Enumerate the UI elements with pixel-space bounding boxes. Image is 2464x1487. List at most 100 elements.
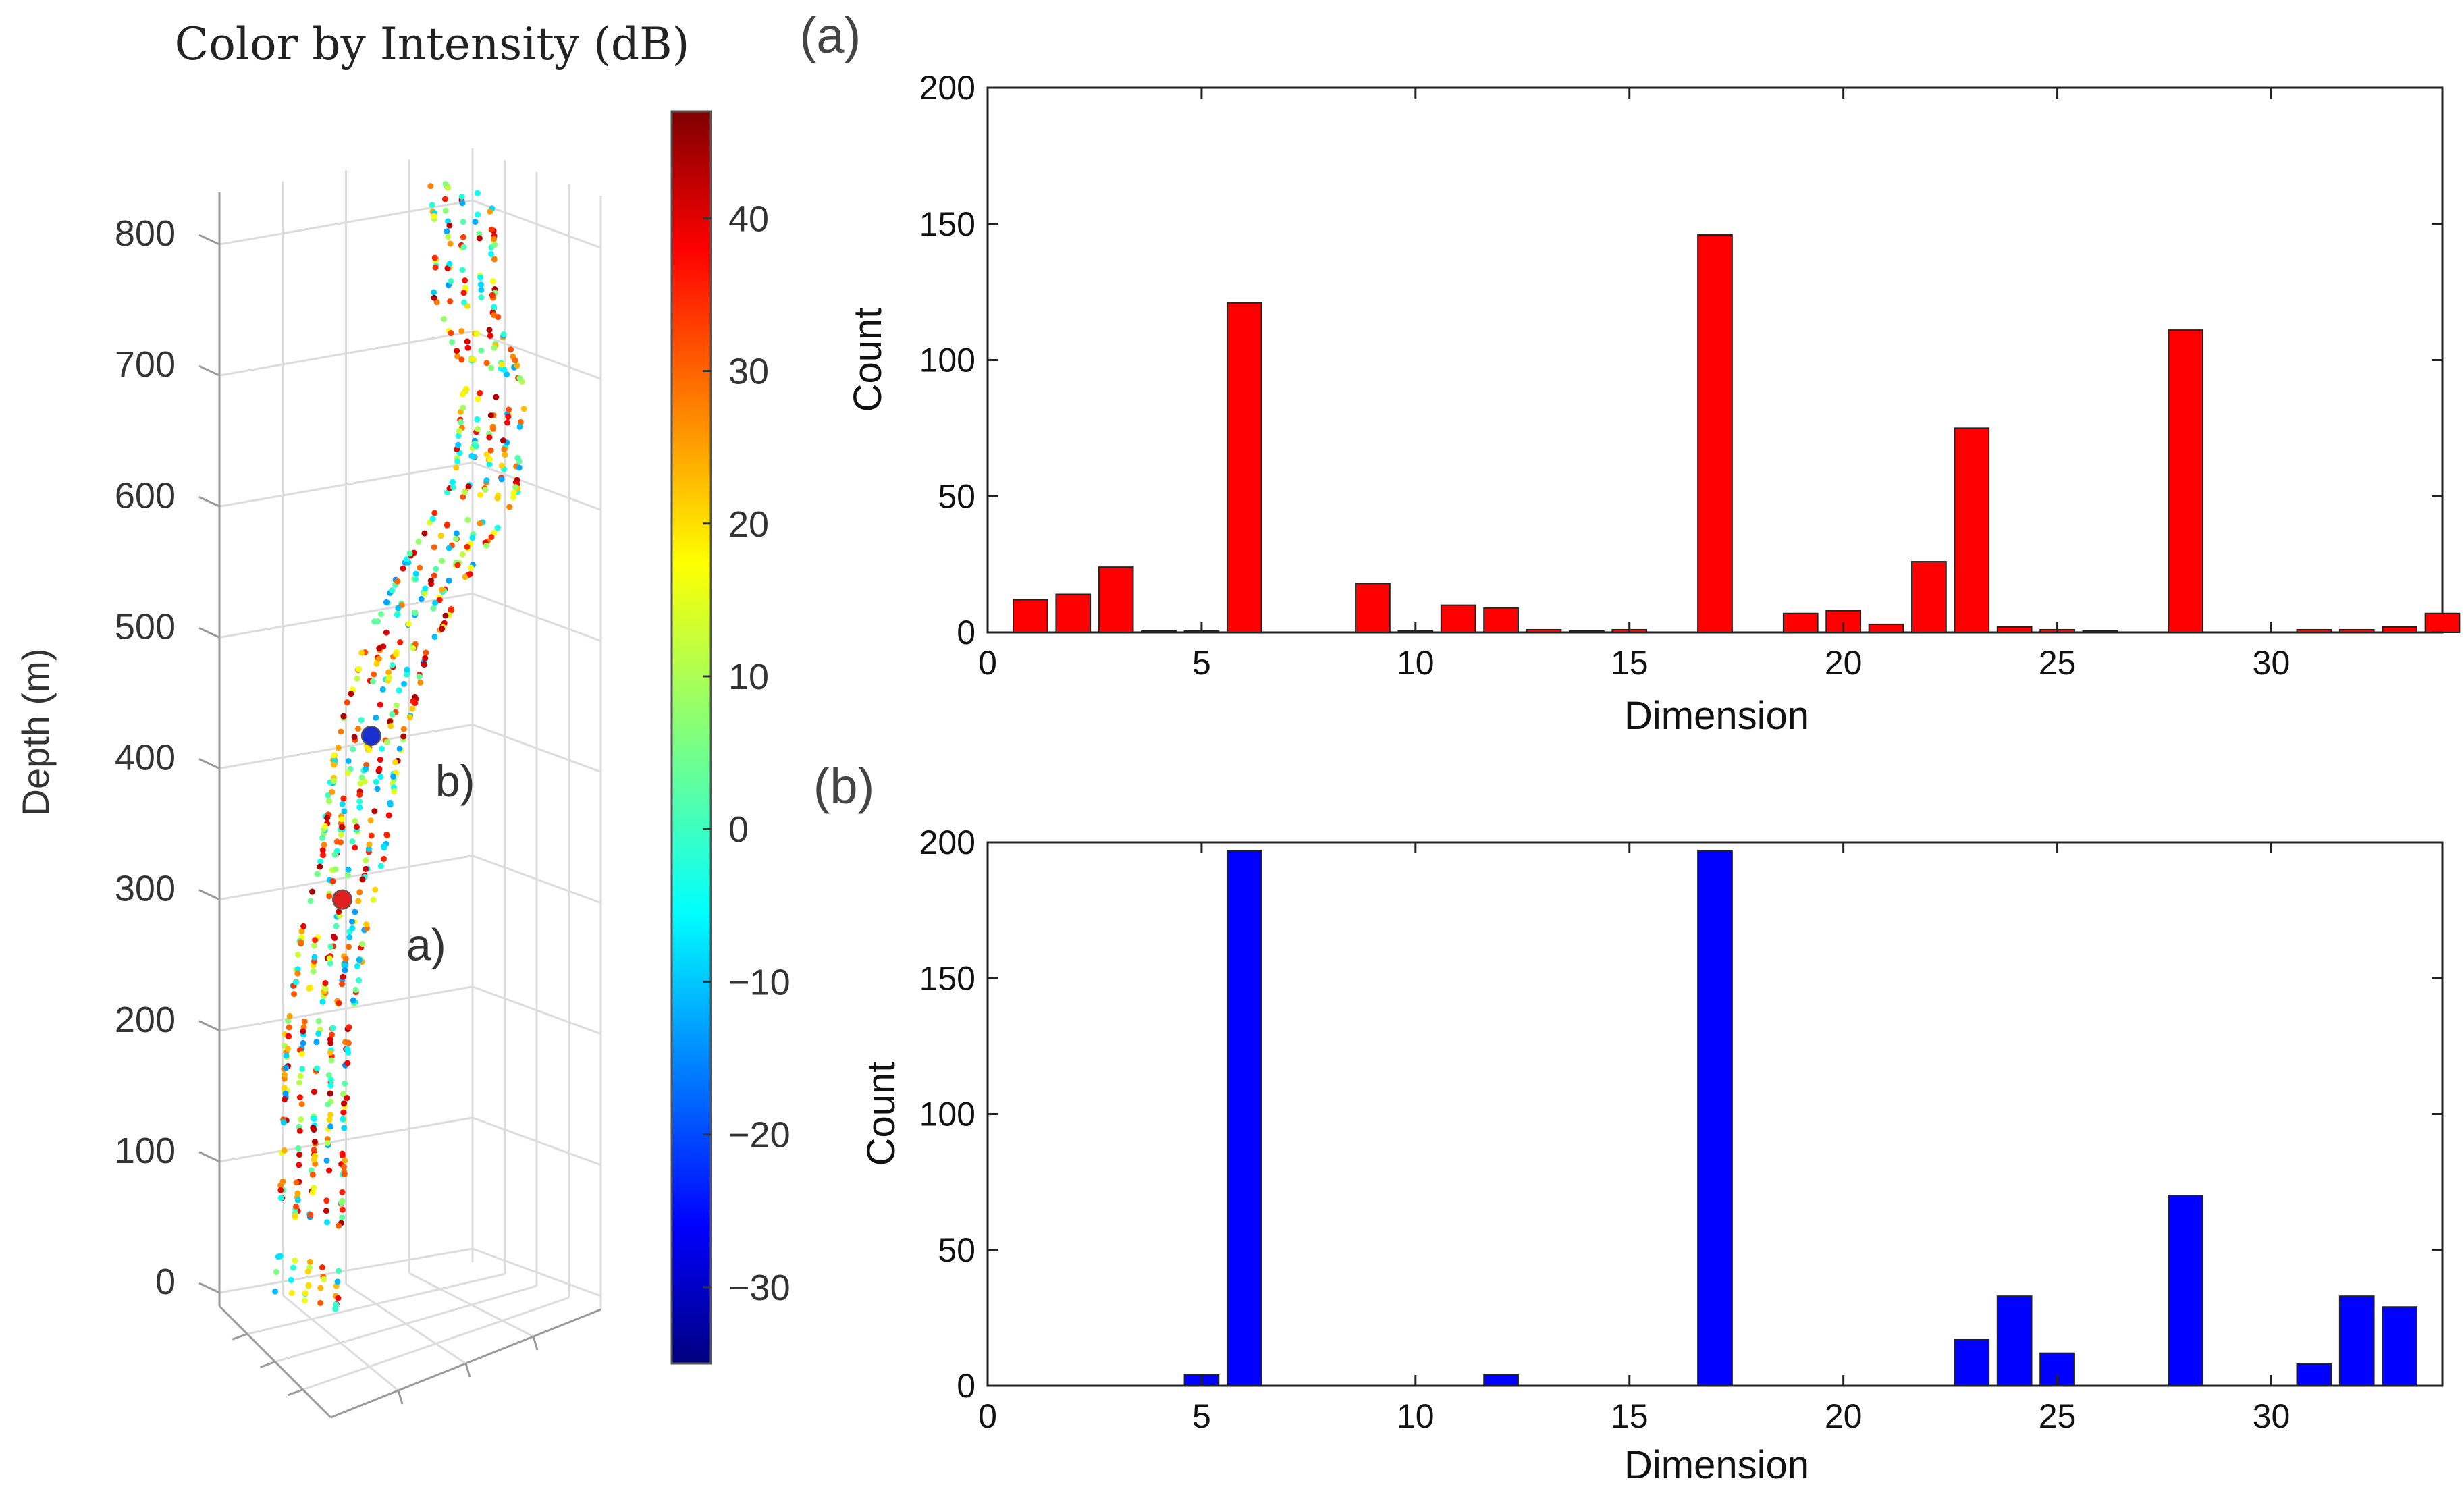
scatter-point — [378, 611, 385, 618]
scatter-point — [346, 1024, 352, 1031]
colorbar-tick-label: 30 — [728, 352, 769, 392]
scatter-point — [284, 1046, 291, 1052]
y-tick-label: 50 — [938, 1231, 975, 1269]
scatter-point — [371, 671, 377, 678]
bar-a-dim-17 — [1697, 234, 1733, 633]
scatter-point — [512, 357, 518, 364]
scatter-point — [468, 564, 475, 571]
scatter-point — [383, 599, 390, 605]
depth-tick-label: 600 — [115, 475, 176, 516]
scatter-point — [416, 673, 423, 680]
scatter-point — [356, 977, 363, 983]
bar-a-dim-26 — [2082, 630, 2118, 633]
scatter-point — [468, 452, 475, 459]
grid-line — [219, 1116, 473, 1163]
scatter-point — [456, 427, 462, 434]
grid-line — [219, 592, 473, 639]
scatter-point — [339, 801, 346, 807]
scatter-point — [459, 551, 466, 558]
scatter-point — [454, 353, 461, 360]
depth-tick — [198, 889, 220, 901]
colorbar-tick-label: 40 — [728, 198, 769, 239]
scatter-point — [387, 723, 394, 730]
scatter-point — [512, 483, 518, 490]
scatter-point — [516, 464, 523, 471]
scatter-point — [371, 808, 378, 815]
depth-tick-label: 500 — [115, 606, 176, 647]
scatter-point — [373, 778, 379, 785]
scatter-point — [346, 944, 352, 950]
scatter-point — [294, 966, 301, 973]
scatter-point — [351, 734, 358, 740]
depth-tick — [198, 1020, 220, 1032]
scatter-point — [295, 1145, 302, 1152]
scatter-point — [500, 437, 506, 444]
scatter-point — [356, 804, 363, 811]
scatter-point — [294, 1190, 301, 1197]
scatter-point — [350, 746, 356, 753]
scatter-point — [328, 1057, 335, 1064]
scatter-point — [331, 752, 338, 759]
grid-line — [408, 1272, 534, 1338]
scatter-point — [436, 597, 443, 603]
scatter-point — [383, 629, 390, 636]
bar-a-dim-33 — [2382, 626, 2417, 633]
grid-line — [302, 1297, 569, 1391]
scatter-point — [505, 414, 512, 421]
scatter-point — [377, 863, 384, 869]
scatter3d-axis-lines — [198, 192, 601, 1419]
scatter-point — [349, 925, 356, 931]
scatter-point — [454, 458, 461, 465]
scatter-point — [340, 1091, 347, 1098]
scatter-point — [448, 605, 454, 612]
scatter-point — [412, 570, 419, 577]
marker-point — [332, 889, 352, 910]
scatter-point — [339, 1197, 346, 1204]
grid-line — [219, 1247, 473, 1294]
scatter-point — [329, 877, 336, 884]
scatter-point — [319, 998, 326, 1005]
scatter-point — [431, 572, 437, 579]
x-tick-label: 15 — [1611, 644, 1649, 682]
scatter-point — [490, 312, 497, 319]
scatter-point — [385, 812, 392, 819]
grid-line — [472, 985, 601, 1035]
scatter-point — [345, 1039, 352, 1046]
scatter-point — [421, 530, 428, 537]
scatter-point — [373, 714, 379, 721]
scatter-point — [404, 666, 410, 673]
depth-tick — [198, 627, 220, 639]
bar-a-dim-28 — [2168, 329, 2204, 633]
scatter-point — [409, 705, 416, 712]
scatter-point — [394, 578, 401, 585]
scatter-point — [322, 980, 329, 987]
scatter-point — [446, 222, 453, 229]
scatter-point — [516, 423, 523, 430]
scatter-point — [296, 1152, 303, 1158]
scatter-point — [288, 1276, 294, 1283]
scatter-point — [327, 960, 333, 967]
scatter-point — [298, 939, 304, 946]
scatter-point — [491, 242, 498, 248]
scatter-point — [344, 769, 351, 776]
scatter-point — [483, 477, 490, 483]
scatter-point — [323, 1157, 330, 1164]
bars-a — [1013, 234, 2461, 634]
scatter-point — [344, 699, 350, 706]
scatter-point — [341, 808, 348, 815]
scatter-point — [487, 447, 494, 454]
scatter-point — [342, 1157, 348, 1164]
scatter-point — [327, 1049, 333, 1056]
floor-tick — [259, 1361, 276, 1368]
scatter-point — [307, 1212, 314, 1218]
scatter-point — [365, 846, 372, 853]
scatter-point — [483, 542, 490, 549]
scatter-point — [340, 1116, 346, 1123]
scatter-point — [460, 493, 466, 500]
scatter-point — [439, 558, 446, 564]
scatter-point — [336, 1000, 342, 1006]
scatter-point — [458, 356, 465, 363]
scatter-point — [304, 1268, 311, 1275]
scatter-point — [383, 831, 390, 838]
scatter-point — [455, 433, 462, 439]
